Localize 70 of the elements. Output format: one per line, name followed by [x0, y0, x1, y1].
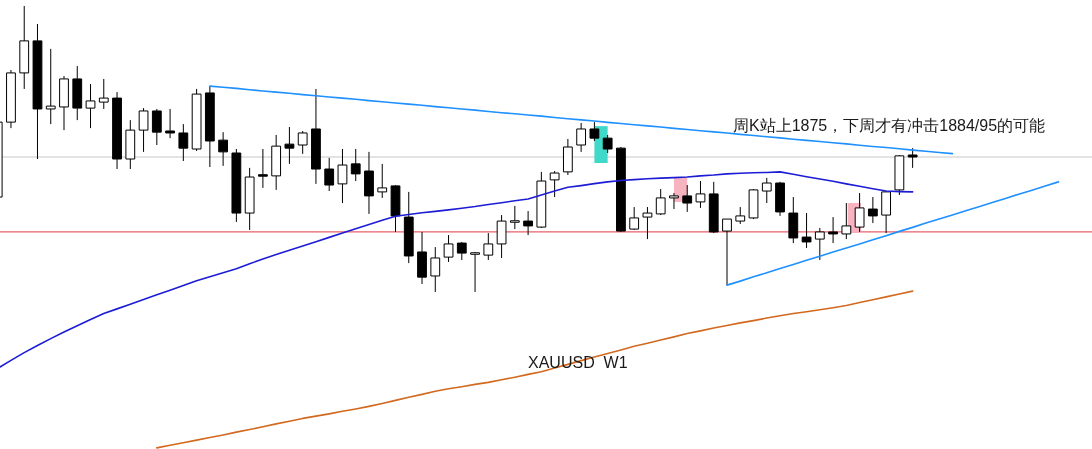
candlestick — [191, 88, 202, 152]
candlestick — [589, 121, 600, 142]
candlestick — [32, 23, 43, 160]
candlestick — [523, 210, 533, 236]
candlestick — [337, 148, 348, 204]
candlestick — [98, 78, 109, 110]
candlestick — [722, 218, 732, 286]
candlestick — [311, 88, 321, 185]
candlestick — [390, 184, 401, 233]
candlestick — [616, 146, 626, 233]
candlestick — [138, 107, 149, 153]
candlestick — [297, 130, 308, 155]
candlestick — [59, 75, 69, 131]
candlestick — [417, 231, 427, 285]
candlestick — [430, 246, 441, 293]
candlestick — [85, 83, 96, 129]
candlestick — [735, 206, 746, 225]
candlestick — [695, 180, 706, 209]
candlestick — [112, 91, 122, 170]
candlestick — [854, 192, 865, 233]
candlestick — [828, 216, 838, 244]
candlestick — [748, 188, 759, 220]
candlestick — [6, 69, 16, 129]
candlestick — [151, 108, 162, 146]
candlestick — [801, 212, 812, 249]
candlestick — [178, 123, 189, 162]
candlestick — [218, 131, 229, 167]
candlestick — [642, 206, 653, 240]
candlestick — [841, 202, 852, 240]
candlestick — [72, 65, 83, 121]
candlestick — [470, 251, 480, 293]
candlestick — [894, 154, 905, 196]
candlestick — [536, 171, 547, 229]
candlestick — [19, 5, 30, 90]
candlestick — [244, 167, 255, 231]
candlestick — [284, 126, 295, 165]
candlestick — [761, 177, 772, 204]
candlestick — [45, 48, 56, 125]
candlestick — [669, 192, 679, 210]
candlestick — [165, 108, 175, 139]
candlestick — [377, 163, 388, 199]
candlestick — [125, 119, 136, 170]
candlestick — [549, 170, 560, 198]
candlestick — [456, 241, 467, 261]
candlestick — [364, 151, 374, 215]
annotation: 周K站上1875，下周才有冲击1884/95的可能 — [733, 117, 1046, 134]
candlestick — [509, 205, 520, 230]
candlestick — [562, 138, 573, 176]
candlestick — [443, 234, 454, 263]
candlestick — [271, 134, 282, 191]
candlestick — [576, 122, 587, 153]
candlestick — [907, 147, 918, 169]
candlestick — [881, 190, 892, 234]
candlestick — [788, 196, 799, 244]
candlestick — [814, 227, 825, 261]
candlestick — [682, 184, 693, 213]
candlestick — [258, 148, 268, 189]
candlestick — [204, 85, 215, 168]
candlestick — [496, 214, 507, 259]
candlestick — [350, 148, 361, 182]
candlestick — [602, 134, 613, 154]
candlestick — [655, 188, 666, 216]
candlestick — [324, 157, 335, 192]
candlestick — [867, 196, 878, 224]
candlestick — [403, 191, 414, 264]
candlestick — [629, 206, 640, 231]
candlestick — [231, 148, 242, 223]
candlestick — [708, 181, 719, 234]
candlestick — [483, 232, 494, 261]
candlestick — [775, 181, 785, 217]
